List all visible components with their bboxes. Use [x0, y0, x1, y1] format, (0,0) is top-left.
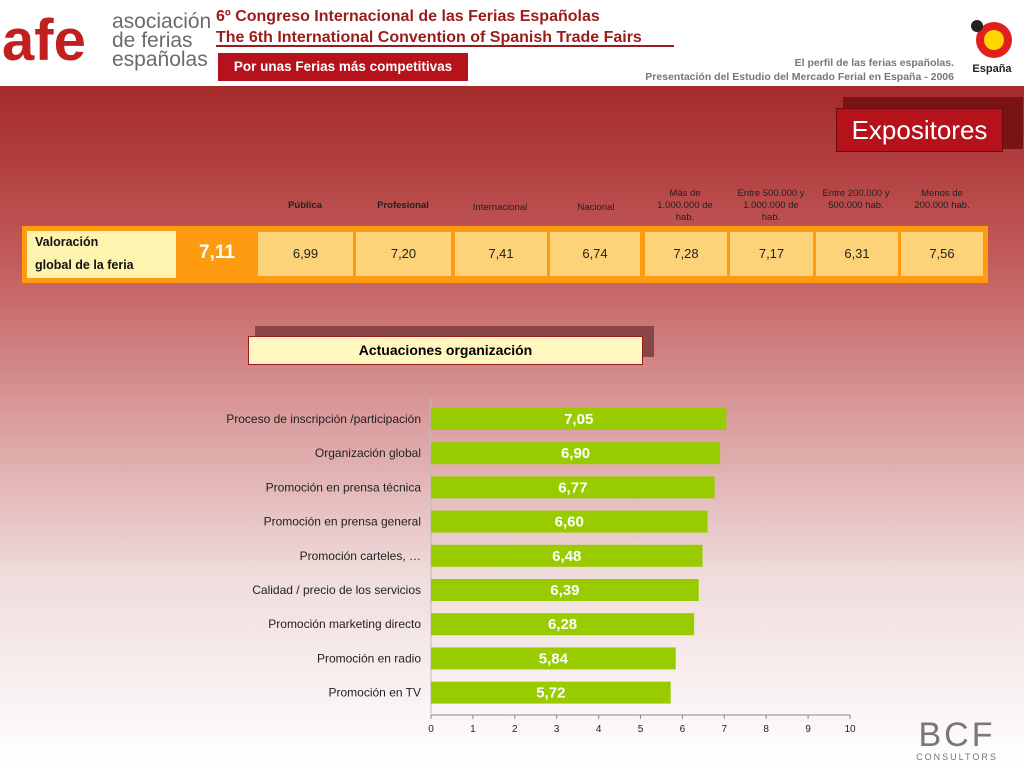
- subtitle-line-2: Presentación del Estudio del Mercado Fer…: [645, 71, 954, 83]
- logo-wordmark: asociación de ferias españolas: [112, 10, 212, 71]
- col-header-internacional: Internacional: [472, 202, 528, 213]
- col-header-menos-200k: Menos de 200.000 hab.: [914, 188, 970, 211]
- cell-500k-1m: 7,17: [730, 232, 813, 276]
- bar-value-label: 6,39: [550, 582, 579, 599]
- col-header-200k-500k: Entre 200.000 y 500.000 hab.: [822, 188, 890, 211]
- subtitle-line-1: El perfil de las ferias españolas.: [794, 57, 954, 69]
- category-label: Promoción en prensa general: [264, 515, 421, 529]
- cell-publica: 6,99: [258, 232, 353, 276]
- x-tick-label: 4: [596, 724, 602, 735]
- category-label: Calidad / precio de los servicios: [252, 583, 421, 597]
- afe-logo: afe: [2, 10, 86, 72]
- x-tick-label: 0: [428, 724, 434, 735]
- header: afe asociación de ferias españolas 6º Co…: [0, 0, 1024, 86]
- bar: [431, 579, 699, 601]
- bar: [431, 476, 715, 499]
- row-label: Valoración global de la feria: [27, 231, 176, 278]
- row-label-line-1: Valoración: [35, 235, 99, 249]
- bar: [431, 681, 671, 704]
- bar: [431, 442, 721, 465]
- congress-title-es: 6º Congreso Internacional de las Ferias …: [216, 8, 600, 25]
- chart-title: Actuaciones organización: [248, 336, 643, 365]
- x-tick-label: 10: [844, 724, 856, 735]
- title-underline: [216, 45, 674, 47]
- section-title: Expositores: [836, 108, 1003, 152]
- bar-value-label: 6,77: [558, 479, 587, 496]
- x-tick-label: 6: [680, 724, 686, 735]
- spain-sun-logo: España: [971, 20, 1012, 75]
- category-label: Promoción en TV: [329, 686, 422, 700]
- bcf-logo-sub: CONSULTORS: [916, 752, 998, 762]
- category-label: Promoción marketing directo: [268, 617, 421, 631]
- category-label: Organización global: [315, 446, 421, 460]
- slogan-badge: Por unas Ferias más competitivas: [218, 53, 468, 81]
- spain-logo-text: España: [972, 63, 1012, 75]
- afe-logo-mark: afe: [2, 10, 86, 72]
- congress-title: 6º Congreso Internacional de las Ferias …: [216, 6, 642, 48]
- category-label: Proceso de inscripción /participación: [226, 412, 421, 426]
- logo-line-1: asociación: [112, 10, 212, 33]
- cell-internacional: 7,41: [455, 232, 547, 276]
- x-tick-label: 9: [805, 724, 811, 735]
- col-header-publica: Pública: [288, 200, 322, 211]
- presentation-subtitle: El perfil de las ferias españolas. Prese…: [645, 56, 954, 84]
- global-score: 7,11: [199, 242, 235, 263]
- x-tick-label: 5: [638, 724, 644, 735]
- cell-menos-200k: 7,56: [901, 232, 983, 276]
- x-tick-label: 7: [722, 724, 728, 735]
- logo-line-2: de ferias: [112, 29, 193, 52]
- col-header-mas-1m: Más de 1.000.000 de hab.: [657, 188, 713, 223]
- bcf-logo: BCF CONSULTORS: [916, 716, 998, 762]
- bar: [431, 544, 703, 567]
- bar-value-label: 6,48: [552, 548, 581, 565]
- row-label-line-2: global de la feria: [35, 258, 134, 272]
- x-tick-label: 1: [470, 724, 476, 735]
- x-tick-label: 2: [512, 724, 518, 735]
- bar: [431, 613, 695, 636]
- category-label: Promoción en radio: [317, 651, 421, 665]
- category-label: Promoción en prensa técnica: [266, 480, 422, 494]
- bar-value-label: 5,84: [539, 650, 569, 667]
- col-header-nacional: Nacional: [577, 202, 615, 213]
- bar-chart: 0 1 2 3 4 5 6 7 8 9 10 7,05 Proceso de inscripción /…: [226, 398, 856, 735]
- cell-200k-500k: 6,31: [816, 232, 898, 276]
- congress-title-en: The 6th International Convention of Span…: [216, 29, 642, 46]
- cell-nacional: 6,74: [550, 232, 640, 276]
- bar: [431, 408, 727, 430]
- bar-value-label: 6,90: [561, 445, 590, 462]
- logo-line-3: españolas: [112, 48, 208, 71]
- bar-value-label: 6,60: [555, 514, 584, 531]
- category-label: Promoción carteles, …: [300, 549, 421, 563]
- bar: [431, 647, 676, 670]
- bcf-logo-main: BCF: [919, 716, 996, 754]
- bar: [431, 510, 708, 533]
- bar-value-label: 5,72: [536, 685, 565, 702]
- cell-mas-1m: 7,28: [645, 232, 727, 276]
- bar-value-label: 6,28: [548, 616, 577, 633]
- bar-value-label: 7,05: [564, 411, 593, 428]
- cell-profesional: 7,20: [356, 232, 451, 276]
- col-header-profesional: Profesional: [377, 200, 429, 211]
- x-tick-label: 3: [554, 724, 560, 735]
- x-tick-label: 8: [763, 724, 769, 735]
- col-header-500k-1m: Entre 500.000 y 1.000.000 de hab.: [737, 188, 805, 223]
